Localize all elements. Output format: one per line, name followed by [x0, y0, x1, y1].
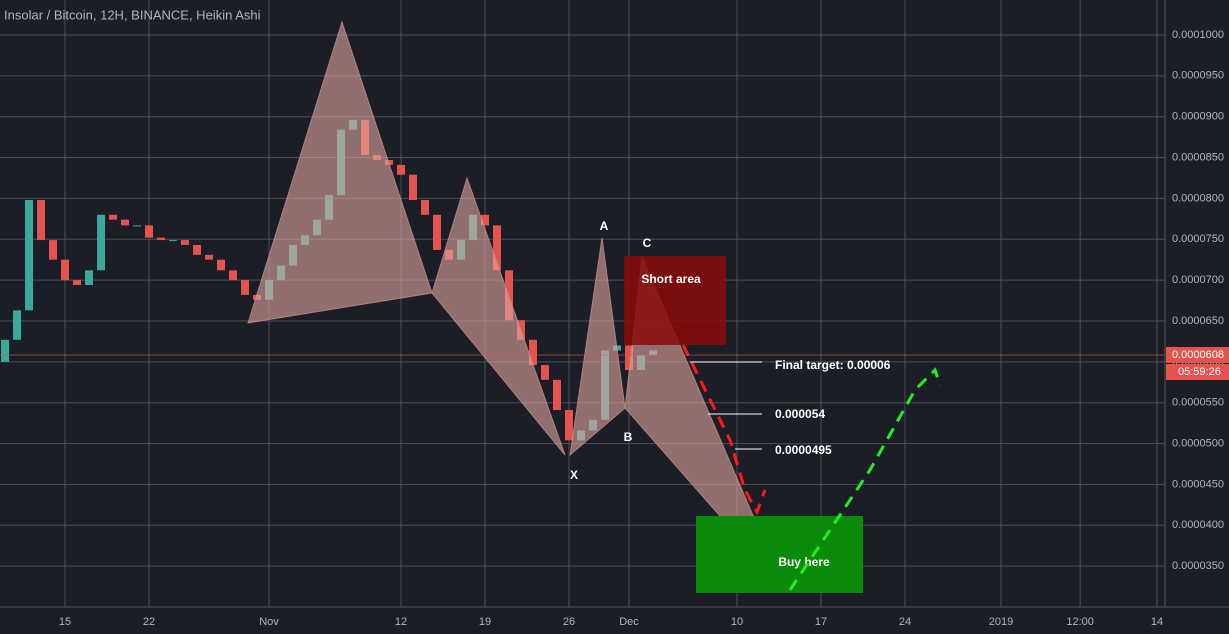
x-tick-label: 19 — [479, 616, 491, 628]
long-projection — [788, 367, 942, 591]
candle-body — [241, 280, 250, 295]
short-area-label: Short area — [641, 272, 701, 286]
candle-body — [565, 410, 574, 441]
x-tick-label: 15 — [59, 616, 71, 628]
candle-body — [205, 254, 214, 260]
point-label: A — [600, 219, 609, 233]
y-tick-label: 0.0000550 — [1172, 397, 1224, 409]
target-label: 0.000054 — [775, 407, 825, 421]
candle-body — [157, 237, 166, 241]
y-tick-label: 0.0000900 — [1172, 111, 1224, 123]
y-tick-label: 0.0000950 — [1172, 70, 1224, 82]
x-tick-label: 22 — [143, 616, 155, 628]
candle-body — [121, 219, 130, 226]
x-tick-label: 17 — [815, 616, 827, 628]
candle-body — [1, 339, 10, 362]
target-label: Final target: 0.00006 — [775, 358, 891, 372]
y-tick-label: 0.0001000 — [1172, 29, 1224, 41]
target-label: 0.0000495 — [775, 443, 832, 457]
point-label: B — [624, 430, 633, 444]
short-area — [624, 256, 726, 345]
y-tick-label: 0.0000450 — [1172, 478, 1224, 490]
x-tick-label: 12:00 — [1066, 616, 1094, 628]
grid — [0, 0, 1165, 607]
candle-body — [217, 259, 226, 271]
pattern — [247, 20, 433, 324]
candle-body — [624, 345, 633, 371]
candle-body — [433, 214, 442, 250]
x-tick-label: 2019 — [989, 616, 1013, 628]
y-tick-label: 0.0000400 — [1172, 519, 1224, 531]
candle-body — [73, 280, 82, 286]
candle-body — [193, 244, 202, 255]
candle-body — [61, 259, 70, 281]
x-tick-label: Dec — [619, 616, 639, 628]
y-tick-label: 0.0000750 — [1172, 233, 1224, 245]
chart-title: Insolar / Bitcoin, 12H, BINANCE, Heikin … — [4, 7, 261, 22]
candle-body — [25, 200, 34, 311]
buy-area-label: Buy here — [778, 555, 830, 569]
x-tick-label: 10 — [731, 616, 743, 628]
y-tick-label: 0.0000700 — [1172, 274, 1224, 286]
candle-body — [133, 225, 142, 227]
last-price-box — [1166, 347, 1229, 363]
candle-body — [49, 240, 58, 260]
x-tick-label: 14 — [1151, 616, 1163, 628]
point-label: C — [643, 236, 652, 250]
candle-body — [85, 270, 94, 286]
candle-body — [553, 379, 562, 411]
candle-body — [97, 214, 106, 271]
candle-body — [37, 200, 46, 241]
candle-body — [13, 310, 22, 340]
countdown: 05:59:26 — [1178, 366, 1221, 378]
candle-body — [481, 214, 490, 226]
candle-body — [421, 200, 430, 215]
y-tick-label: 0.0000650 — [1172, 315, 1224, 327]
point-label: X — [570, 468, 578, 482]
short-projection — [681, 344, 767, 516]
x-tick-label: Nov — [259, 616, 279, 628]
x-tick-label: 24 — [899, 616, 911, 628]
candle-body — [529, 339, 538, 366]
candle-body — [169, 240, 178, 242]
candle-body — [409, 174, 418, 201]
pattern — [431, 176, 566, 456]
y-tick-label: 0.0000500 — [1172, 437, 1224, 449]
pattern — [569, 237, 626, 457]
y-tick-label: 0.0000850 — [1172, 151, 1224, 163]
countdown-box — [1166, 364, 1229, 380]
candle-body — [493, 225, 502, 271]
last-price: 0.0000608 — [1172, 349, 1224, 361]
candle-body — [541, 365, 550, 380]
candle-body — [181, 240, 190, 245]
x-tick-label: 12 — [395, 616, 407, 628]
y-tick-label: 0.0000800 — [1172, 192, 1224, 204]
candle-body — [229, 270, 238, 281]
candle-body — [397, 164, 406, 175]
x-tick-label: 26 — [563, 616, 575, 628]
buy-area — [696, 516, 863, 593]
y-tick-label: 0.0000350 — [1172, 560, 1224, 572]
candle-body — [109, 214, 118, 220]
candle-body — [145, 225, 154, 238]
